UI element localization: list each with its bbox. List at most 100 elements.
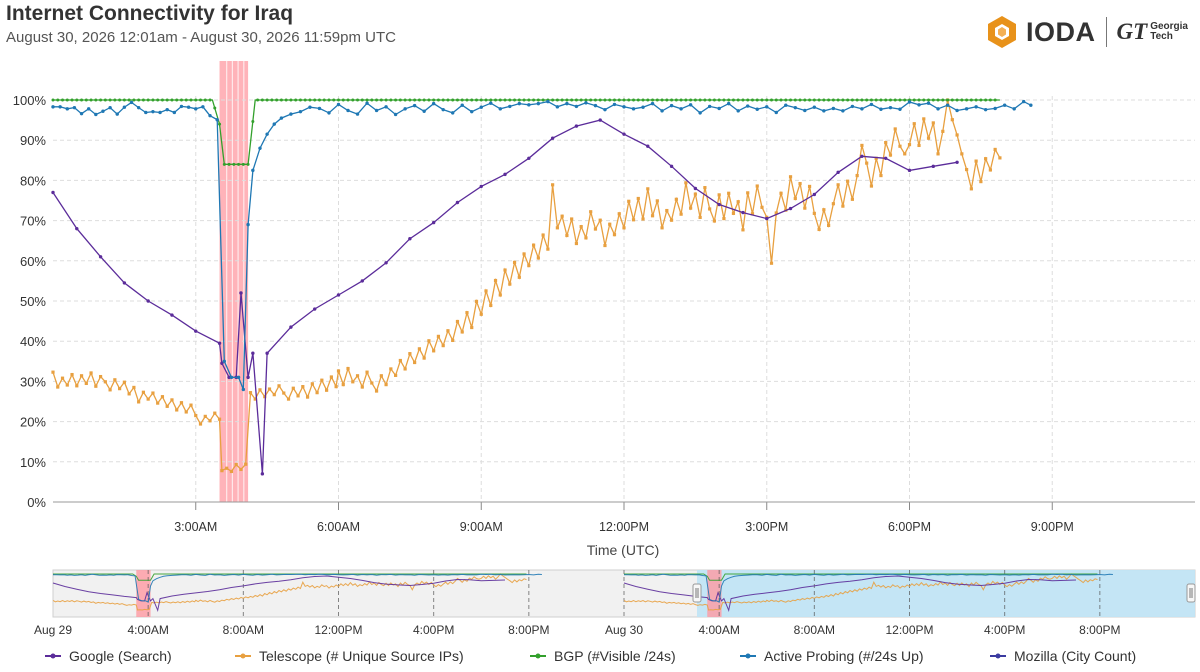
data-point-telescope[interactable]: [570, 217, 574, 221]
data-point-telescope[interactable]: [760, 205, 764, 209]
data-point-telescope[interactable]: [822, 208, 826, 212]
data-point-telescope[interactable]: [807, 184, 812, 189]
data-point-telescope[interactable]: [774, 211, 778, 215]
data-point-telescope[interactable]: [65, 383, 69, 387]
data-point-active_probing[interactable]: [317, 106, 322, 111]
data-point-telescope[interactable]: [722, 216, 726, 221]
data-point-telescope[interactable]: [498, 293, 502, 297]
data-point-google[interactable]: [289, 325, 293, 329]
data-point-telescope[interactable]: [831, 202, 835, 206]
data-point-active_probing[interactable]: [65, 107, 69, 111]
data-point-active_probing[interactable]: [888, 105, 893, 110]
data-point-telescope[interactable]: [432, 349, 436, 353]
data-point-google[interactable]: [717, 202, 721, 207]
legend-item-google[interactable]: Google (Search): [45, 648, 172, 664]
data-point-telescope[interactable]: [546, 247, 550, 251]
data-point-active_probing[interactable]: [955, 108, 959, 113]
data-point-google[interactable]: [574, 124, 579, 128]
data-point-bgp[interactable]: [199, 98, 203, 102]
data-point-bgp[interactable]: [822, 98, 826, 102]
data-point-telescope[interactable]: [907, 143, 912, 147]
data-point-bgp[interactable]: [141, 98, 145, 102]
data-point-telescope[interactable]: [175, 408, 179, 412]
data-point-bgp[interactable]: [61, 98, 65, 102]
data-point-telescope[interactable]: [179, 401, 184, 405]
data-point-telescope[interactable]: [912, 122, 916, 126]
data-point-active_probing[interactable]: [688, 103, 693, 107]
data-point-bgp[interactable]: [103, 98, 107, 102]
data-point-telescope[interactable]: [669, 218, 674, 222]
data-point-bgp[interactable]: [508, 98, 512, 102]
data-point-active_probing[interactable]: [622, 105, 626, 109]
data-point-active_probing[interactable]: [308, 105, 312, 109]
data-point-telescope[interactable]: [296, 394, 300, 398]
data-point-bgp[interactable]: [865, 98, 869, 102]
data-point-bgp[interactable]: [332, 98, 336, 102]
data-point-google[interactable]: [765, 216, 769, 221]
data-point-telescope[interactable]: [151, 391, 155, 395]
data-point-active_probing[interactable]: [94, 112, 98, 117]
data-point-bgp[interactable]: [555, 98, 559, 102]
data-point-active_probing[interactable]: [58, 105, 62, 109]
data-point-active_probing[interactable]: [144, 110, 148, 115]
data-point-bgp[interactable]: [260, 98, 264, 102]
data-point-telescope[interactable]: [551, 183, 555, 187]
data-point-bgp[interactable]: [755, 98, 759, 102]
data-point-bgp[interactable]: [165, 98, 169, 102]
data-point-active_probing[interactable]: [108, 105, 112, 110]
data-point-telescope[interactable]: [950, 118, 954, 122]
data-point-bgp[interactable]: [860, 98, 864, 102]
data-point-telescope[interactable]: [70, 372, 74, 377]
data-point-google[interactable]: [194, 329, 198, 333]
data-point-bgp[interactable]: [803, 98, 807, 102]
data-point-active_probing[interactable]: [129, 100, 134, 105]
data-point-bgp[interactable]: [337, 98, 340, 102]
data-point-telescope[interactable]: [503, 268, 507, 272]
data-point-telescope[interactable]: [898, 144, 902, 148]
data-point-bgp[interactable]: [384, 98, 388, 102]
data-point-google[interactable]: [527, 156, 531, 160]
data-point-bgp[interactable]: [470, 98, 474, 102]
data-point-bgp[interactable]: [213, 106, 217, 110]
data-point-bgp[interactable]: [422, 98, 426, 102]
data-point-active_probing[interactable]: [603, 107, 607, 112]
data-point-telescope[interactable]: [213, 411, 217, 415]
data-point-telescope[interactable]: [674, 197, 678, 201]
data-point-bgp[interactable]: [227, 162, 231, 166]
data-point-telescope[interactable]: [579, 225, 583, 229]
data-point-telescope[interactable]: [394, 373, 398, 377]
data-point-active_probing[interactable]: [208, 113, 212, 118]
data-point-telescope[interactable]: [301, 385, 305, 389]
data-point-telescope[interactable]: [320, 378, 324, 382]
data-point-bgp[interactable]: [660, 98, 664, 102]
data-point-google[interactable]: [146, 299, 150, 303]
data-point-active_probing[interactable]: [327, 111, 331, 115]
data-point-bgp[interactable]: [113, 98, 117, 102]
data-point-telescope[interactable]: [874, 156, 878, 160]
data-point-telescope[interactable]: [655, 199, 659, 203]
data-point-telescope[interactable]: [315, 391, 319, 395]
data-point-telescope[interactable]: [689, 206, 693, 210]
data-point-telescope[interactable]: [612, 233, 617, 237]
data-point-telescope[interactable]: [446, 329, 450, 333]
data-point-active_probing[interactable]: [574, 104, 579, 109]
data-point-telescope[interactable]: [836, 183, 840, 187]
data-point-telescope[interactable]: [451, 338, 455, 342]
data-point-active_probing[interactable]: [236, 375, 241, 380]
legend-item-bgp[interactable]: BGP (#Visible /24s): [530, 648, 676, 664]
data-point-telescope[interactable]: [926, 136, 931, 140]
legend-item-mozilla[interactable]: Mozilla (City Count): [990, 648, 1136, 664]
data-point-telescope[interactable]: [636, 196, 640, 201]
data-point-telescope[interactable]: [398, 358, 402, 363]
navigator-handle[interactable]: [1186, 583, 1196, 603]
data-point-bgp[interactable]: [827, 98, 831, 102]
data-point-active_probing[interactable]: [431, 101, 436, 106]
data-point-telescope[interactable]: [750, 212, 755, 216]
data-point-telescope[interactable]: [593, 227, 598, 231]
data-point-telescope[interactable]: [427, 339, 431, 343]
data-point-telescope[interactable]: [493, 278, 498, 283]
data-point-active_probing[interactable]: [222, 359, 226, 363]
data-point-telescope[interactable]: [512, 260, 517, 265]
data-point-bgp[interactable]: [855, 98, 859, 102]
data-point-active_probing[interactable]: [926, 101, 931, 105]
